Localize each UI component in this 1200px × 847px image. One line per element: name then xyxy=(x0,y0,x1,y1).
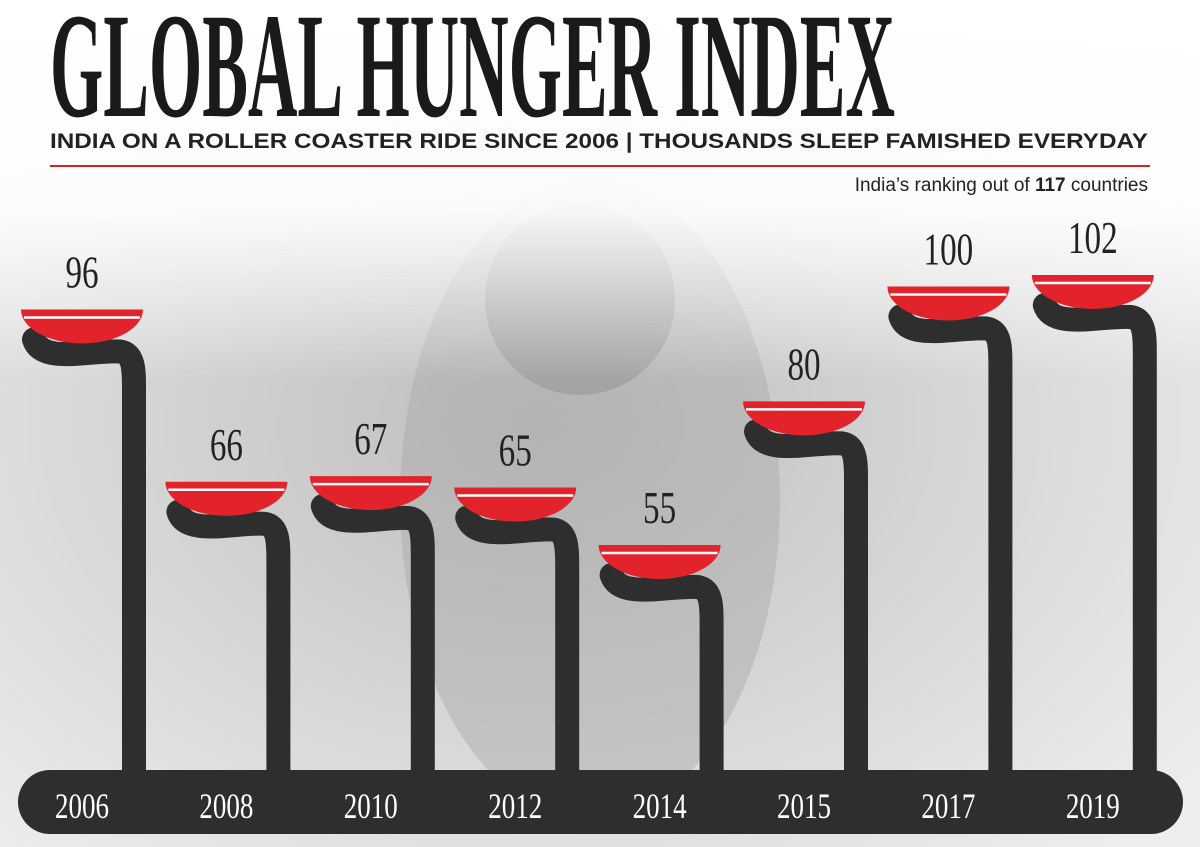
hand xyxy=(599,563,724,802)
x-tick-label: 2012 xyxy=(488,786,542,826)
value-label: 102 xyxy=(1068,212,1118,264)
value-label: 65 xyxy=(499,424,532,476)
x-tick-label: 2017 xyxy=(921,786,975,826)
value-label: 96 xyxy=(65,246,98,298)
hand xyxy=(455,505,580,802)
value-label: 80 xyxy=(787,338,820,390)
chart-title: GLOBAL HUNGER INDEX xyxy=(50,0,895,149)
hand xyxy=(166,499,291,802)
value-label: 66 xyxy=(210,418,243,470)
x-tick-label: 2019 xyxy=(1066,786,1120,826)
base-bar xyxy=(18,770,1183,834)
hand xyxy=(1032,293,1157,802)
chart-subtitle: INDIA ON A ROLLER COASTER RIDE SINCE 200… xyxy=(50,130,1148,153)
value-label: 67 xyxy=(354,413,387,465)
value-label: 55 xyxy=(643,482,676,534)
hand xyxy=(888,304,1013,802)
note-text: countries xyxy=(1066,175,1148,196)
x-tick-label: 2008 xyxy=(199,786,253,826)
x-tick-label: 2014 xyxy=(633,786,687,826)
hand xyxy=(22,327,146,802)
note-number: 117 xyxy=(1035,175,1066,196)
note-text: India’s ranking out of xyxy=(855,175,1035,196)
value-label: 100 xyxy=(924,223,974,275)
hand xyxy=(310,494,435,802)
note: India’s ranking out of 117 countries xyxy=(855,175,1148,196)
x-tick-label: 2015 xyxy=(777,786,831,826)
hand xyxy=(744,419,868,802)
x-tick-label: 2010 xyxy=(344,786,398,826)
x-tick-label: 2006 xyxy=(55,786,109,826)
